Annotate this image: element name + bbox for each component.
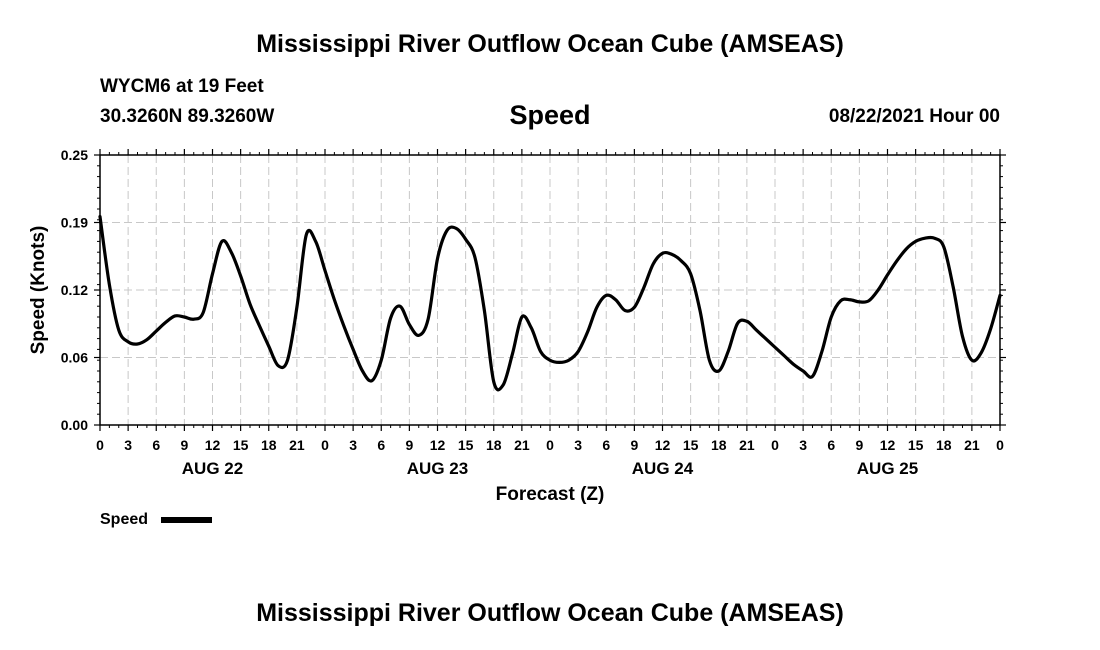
- page-title: Mississippi River Outflow Ocean Cube (AM…: [256, 30, 844, 58]
- day-label: AUG 25: [857, 459, 918, 478]
- x-tick-label: 21: [289, 437, 305, 453]
- x-tick-label: 21: [964, 437, 980, 453]
- x-tick-label: 15: [233, 437, 249, 453]
- ticks-layer: [94, 149, 1006, 431]
- x-tick-label: 0: [321, 437, 329, 453]
- y-tick-label: 0.00: [61, 417, 88, 433]
- x-tick-label: 9: [180, 437, 188, 453]
- y-tick-label: 0.19: [61, 215, 88, 231]
- coordinates-label: 30.3260N 89.3260W: [100, 106, 275, 127]
- x-tick-label: 18: [711, 437, 727, 453]
- x-tick-label: 9: [855, 437, 863, 453]
- x-tick-label: 0: [96, 437, 104, 453]
- labels-layer: 0.00 0.06 0.12 0.19 0.25 0 3 6 9 12 15 18 21 0 3 6 9 12 15…: [61, 147, 1004, 478]
- x-tick-label: 0: [996, 437, 1004, 453]
- x-tick-label: 12: [655, 437, 671, 453]
- day-label: AUG 22: [182, 459, 243, 478]
- chart-title: Speed: [509, 100, 591, 130]
- x-tick-label: 21: [739, 437, 755, 453]
- x-tick-label: 3: [124, 437, 132, 453]
- x-tick-label: 15: [683, 437, 699, 453]
- day-label: AUG 24: [632, 459, 694, 478]
- x-tick-label: 6: [827, 437, 835, 453]
- plot-frame: [99, 154, 1001, 426]
- x-tick-label: 0: [546, 437, 554, 453]
- legend-label: Speed: [100, 511, 148, 528]
- x-tick-label: 12: [205, 437, 221, 453]
- x-tick-label: 18: [936, 437, 952, 453]
- y-tick-label: 0.12: [61, 282, 88, 298]
- footer-title: Mississippi River Outflow Ocean Cube (AM…: [256, 599, 844, 627]
- x-tick-label: 18: [261, 437, 277, 453]
- x-tick-label: 3: [799, 437, 807, 453]
- x-tick-label: 21: [514, 437, 530, 453]
- grid-layer: [100, 155, 1000, 425]
- x-tick-label: 9: [405, 437, 413, 453]
- y-tick-label: 0.06: [61, 350, 88, 366]
- x-tick-label: 12: [880, 437, 896, 453]
- x-tick-label: 3: [349, 437, 357, 453]
- x-tick-label: 0: [771, 437, 779, 453]
- day-label: AUG 23: [407, 459, 468, 478]
- x-tick-label: 3: [574, 437, 582, 453]
- speed-series-line: [98, 214, 1002, 392]
- x-tick-label: 15: [908, 437, 924, 453]
- y-tick-label: 0.25: [61, 147, 88, 163]
- x-tick-label: 6: [377, 437, 385, 453]
- series-layer: [98, 214, 1002, 392]
- x-tick-label: 15: [458, 437, 474, 453]
- x-tick-label: 6: [152, 437, 160, 453]
- x-axis-label: Forecast (Z): [496, 484, 605, 505]
- y-axis-label: Speed (Knots): [28, 226, 49, 355]
- x-tick-label: 6: [602, 437, 610, 453]
- datetime-label: 08/22/2021 Hour 00: [828, 106, 1000, 127]
- x-tick-label: 9: [630, 437, 638, 453]
- x-tick-label: 18: [486, 437, 502, 453]
- x-tick-label: 12: [430, 437, 446, 453]
- station-label: WYCM6 at 19 Feet: [100, 76, 264, 97]
